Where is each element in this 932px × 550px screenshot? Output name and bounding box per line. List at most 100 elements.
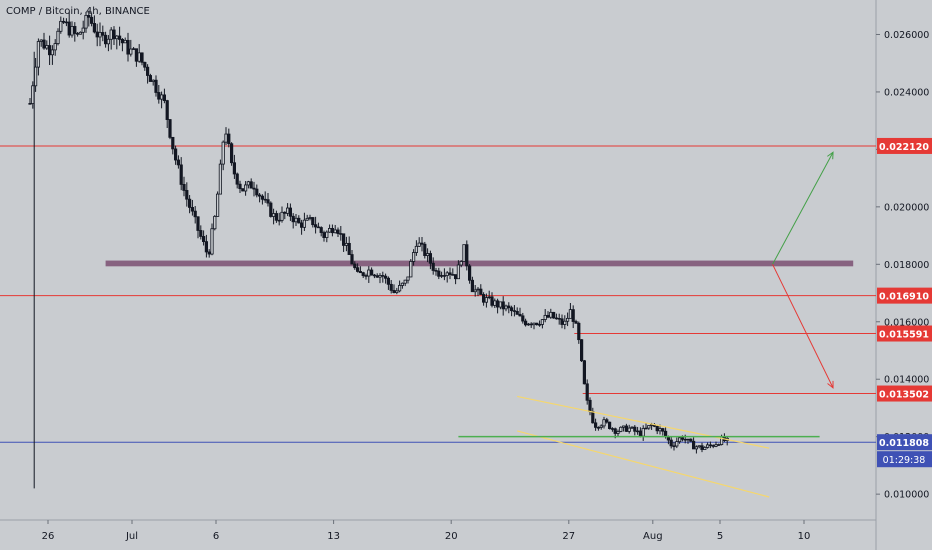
candle-body (182, 184, 186, 191)
candle-body (36, 41, 41, 68)
candle-body (64, 21, 68, 24)
candle-body (344, 242, 349, 246)
candle-body (283, 211, 287, 214)
time-tick-label: 10 (798, 531, 811, 542)
candle-body (700, 445, 704, 450)
candle-body (252, 187, 256, 190)
candle-body (42, 39, 46, 49)
candle-body (235, 173, 239, 185)
candle-body (627, 427, 631, 432)
candle-body (622, 425, 626, 428)
candle-body (395, 290, 399, 293)
candle-body (76, 33, 80, 35)
candle-body (568, 309, 573, 319)
time-tick-label: 13 (327, 531, 340, 542)
candle-body (535, 322, 539, 326)
candle-body (400, 282, 405, 286)
candle-body (647, 425, 651, 429)
candle-body (367, 269, 371, 277)
price-level-badge (877, 287, 932, 304)
candle-body (509, 307, 514, 312)
time-tick-label: 20 (445, 531, 458, 542)
candle-body (227, 133, 231, 145)
candle-body (641, 428, 645, 437)
candle-body (104, 34, 108, 45)
candle-body (560, 318, 564, 325)
candle-body (336, 229, 340, 234)
price-level-label: 0.011808 (879, 438, 929, 449)
candle-body (34, 66, 38, 87)
candle-body (179, 164, 183, 185)
candle-body (680, 437, 685, 440)
candle-body (277, 219, 281, 222)
candle-body (129, 48, 133, 55)
candle-body (403, 279, 407, 284)
candle-body (140, 52, 144, 63)
candle-body (319, 227, 323, 233)
candle-body (397, 285, 402, 292)
price-axis[interactable] (876, 0, 932, 550)
down-projection-arrow[interactable] (772, 264, 834, 389)
candle-body (462, 244, 466, 262)
candle-body (53, 43, 57, 51)
candle-body (266, 199, 270, 204)
price-tick-label: 0.016000 (884, 317, 929, 328)
candle-body (210, 228, 214, 255)
price-tick-label: 0.014000 (884, 375, 929, 386)
candle-body (498, 301, 503, 308)
candle-body (425, 253, 430, 256)
candle-body (546, 314, 550, 318)
candle-body (476, 288, 480, 291)
up-projection-arrow[interactable] (772, 152, 834, 265)
candle-body (672, 445, 676, 448)
candle-body (493, 300, 497, 306)
candle-body (305, 217, 309, 221)
candle-body (330, 228, 335, 234)
candle-body (84, 14, 88, 29)
candle-body (95, 31, 99, 38)
candle-body (297, 217, 301, 224)
candle-body (574, 321, 578, 324)
candle-body (465, 244, 469, 267)
candle-body (333, 229, 337, 234)
channel-trendline[interactable] (517, 395, 770, 449)
candle-body (157, 92, 161, 100)
price-tick-label: 0.010000 (884, 490, 929, 501)
time-tick-label: 27 (562, 531, 575, 542)
candle-body (353, 263, 357, 269)
candle-body (703, 447, 707, 450)
support-zone[interactable] (105, 260, 854, 267)
candle-body (563, 320, 567, 325)
time-axis[interactable] (0, 520, 876, 550)
candle-body (162, 94, 166, 102)
candle-body (689, 438, 693, 442)
price-level-badge (877, 325, 932, 342)
candle-body (585, 383, 589, 401)
candle-body (453, 274, 458, 280)
candle-body (543, 314, 547, 320)
candle-body (280, 211, 284, 221)
candle-body (269, 202, 273, 217)
candle-body (106, 38, 110, 45)
candle-body (507, 305, 511, 309)
candle-body (185, 190, 189, 200)
candle-body (582, 360, 587, 385)
price-tick-label: 0.024000 (884, 87, 929, 98)
candle-body (439, 275, 444, 277)
candle-body (529, 323, 533, 326)
up-arrow-head (827, 151, 834, 160)
candle-body (532, 322, 536, 326)
down-arrow-head (827, 380, 834, 389)
channel-trendline[interactable] (517, 430, 770, 498)
candle-body (207, 251, 211, 255)
candle-body (215, 193, 220, 217)
candle-body (504, 305, 508, 310)
candle-body (241, 188, 245, 192)
candle-body (308, 217, 312, 219)
candle-body (260, 195, 265, 200)
price-level-badge (877, 385, 932, 402)
candle-body (123, 39, 127, 44)
candle-body (364, 275, 368, 277)
candle-body (495, 300, 500, 308)
